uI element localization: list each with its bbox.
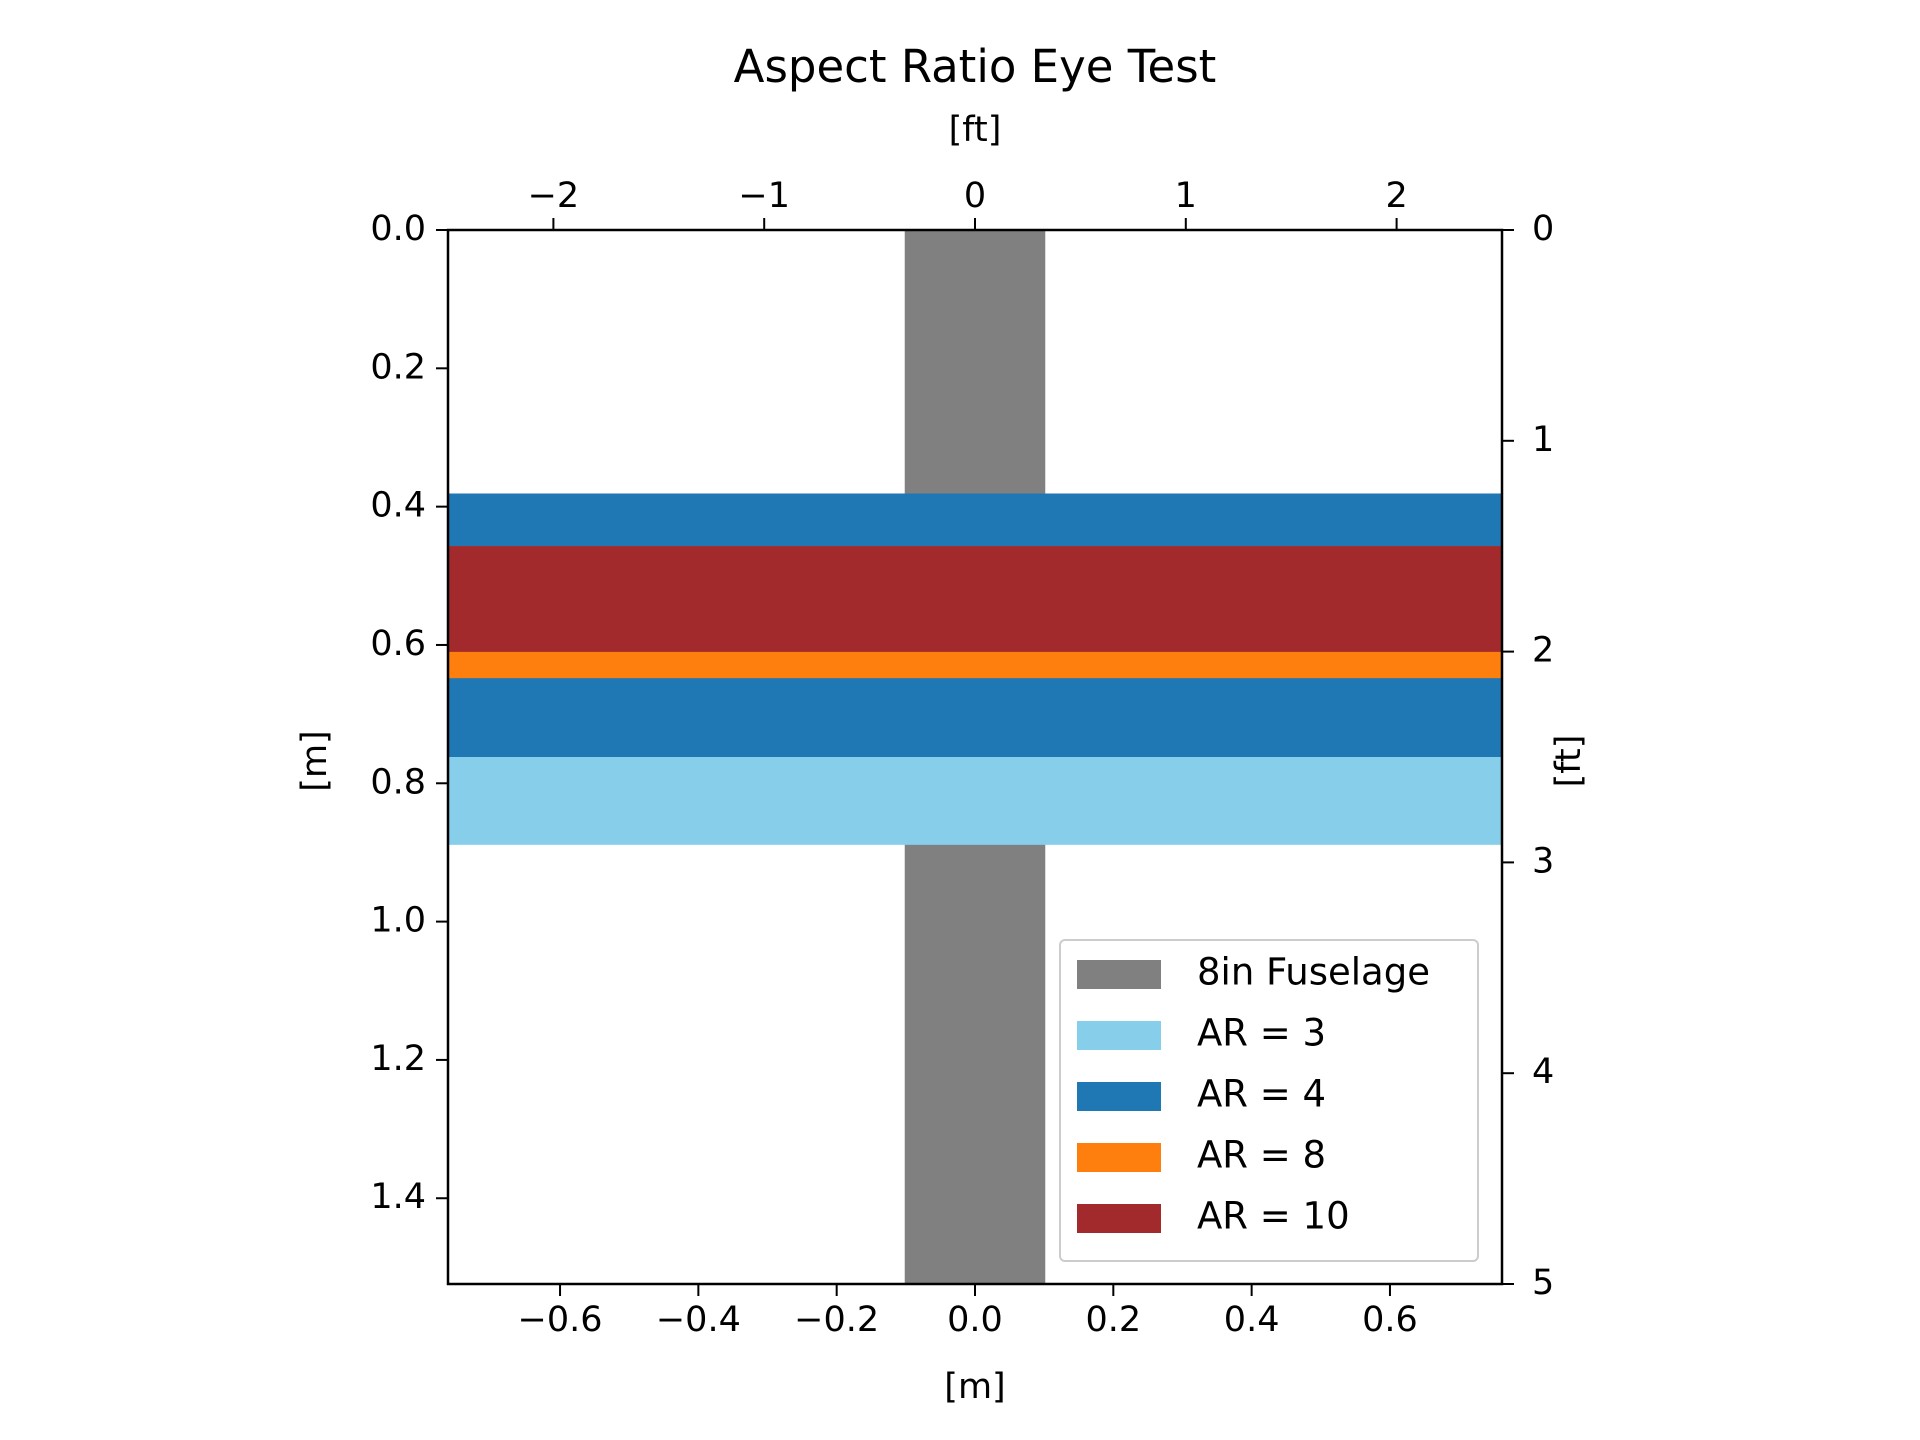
y-right-tick-label: 2 [1532, 631, 1554, 671]
x-bottom-tick-label: −0.6 [518, 1300, 603, 1340]
legend-swatch [1077, 1204, 1161, 1233]
x-bottom-tick-label: 0.4 [1224, 1300, 1280, 1340]
legend-label: 8in Fuselage [1197, 951, 1430, 994]
legend-swatch [1077, 960, 1161, 989]
x-top-tick-label: −1 [738, 176, 790, 216]
x-bottom-tick-label: 0.2 [1085, 1300, 1141, 1340]
x-bottom-tick-label: 0.6 [1362, 1300, 1418, 1340]
y-left-axis-label: [m] [295, 730, 335, 791]
legend-label: AR = 4 [1197, 1073, 1326, 1116]
y-right-tick-label: 0 [1532, 209, 1554, 249]
wing-bar-ar10 [448, 546, 1502, 652]
y-right-tick-label: 1 [1532, 420, 1554, 460]
y-right-axis-label: [ft] [1549, 735, 1589, 788]
y-left-tick-label: 1.2 [370, 1039, 426, 1079]
x-top-axis-label: [ft] [949, 110, 1002, 150]
legend-swatch [1077, 1143, 1161, 1172]
x-top-tick-label: 2 [1385, 176, 1407, 216]
y-left-tick-label: 0.2 [370, 347, 426, 387]
legend-swatch [1077, 1082, 1161, 1111]
x-bottom-tick-label: −0.2 [794, 1300, 879, 1340]
y-right-tick-label: 4 [1532, 1052, 1554, 1092]
x-bottom-axis-label: [m] [944, 1367, 1005, 1407]
x-top-tick-label: 0 [964, 176, 986, 216]
x-top-tick-label: −2 [528, 176, 580, 216]
legend-label: AR = 10 [1197, 1195, 1350, 1238]
y-right-tick-label: 3 [1532, 841, 1554, 881]
y-left-tick-label: 0.0 [370, 209, 426, 249]
legend-label: AR = 8 [1197, 1134, 1326, 1177]
y-left-tick-label: 0.6 [370, 624, 426, 664]
y-left-tick-label: 0.4 [370, 486, 426, 526]
legend-box [1059, 939, 1479, 1262]
x-bottom-tick-label: −0.4 [656, 1300, 741, 1340]
legend-label: AR = 3 [1197, 1012, 1326, 1055]
chart-title: Aspect Ratio Eye Test [734, 40, 1217, 93]
y-right-tick-label: 5 [1532, 1263, 1554, 1303]
x-bottom-tick-label: 0.0 [947, 1300, 1003, 1340]
y-left-tick-label: 1.4 [370, 1177, 426, 1217]
y-left-tick-label: 0.8 [370, 762, 426, 802]
legend-swatch [1077, 1021, 1161, 1050]
x-top-tick-label: 1 [1175, 176, 1197, 216]
y-left-tick-label: 1.0 [370, 901, 426, 941]
